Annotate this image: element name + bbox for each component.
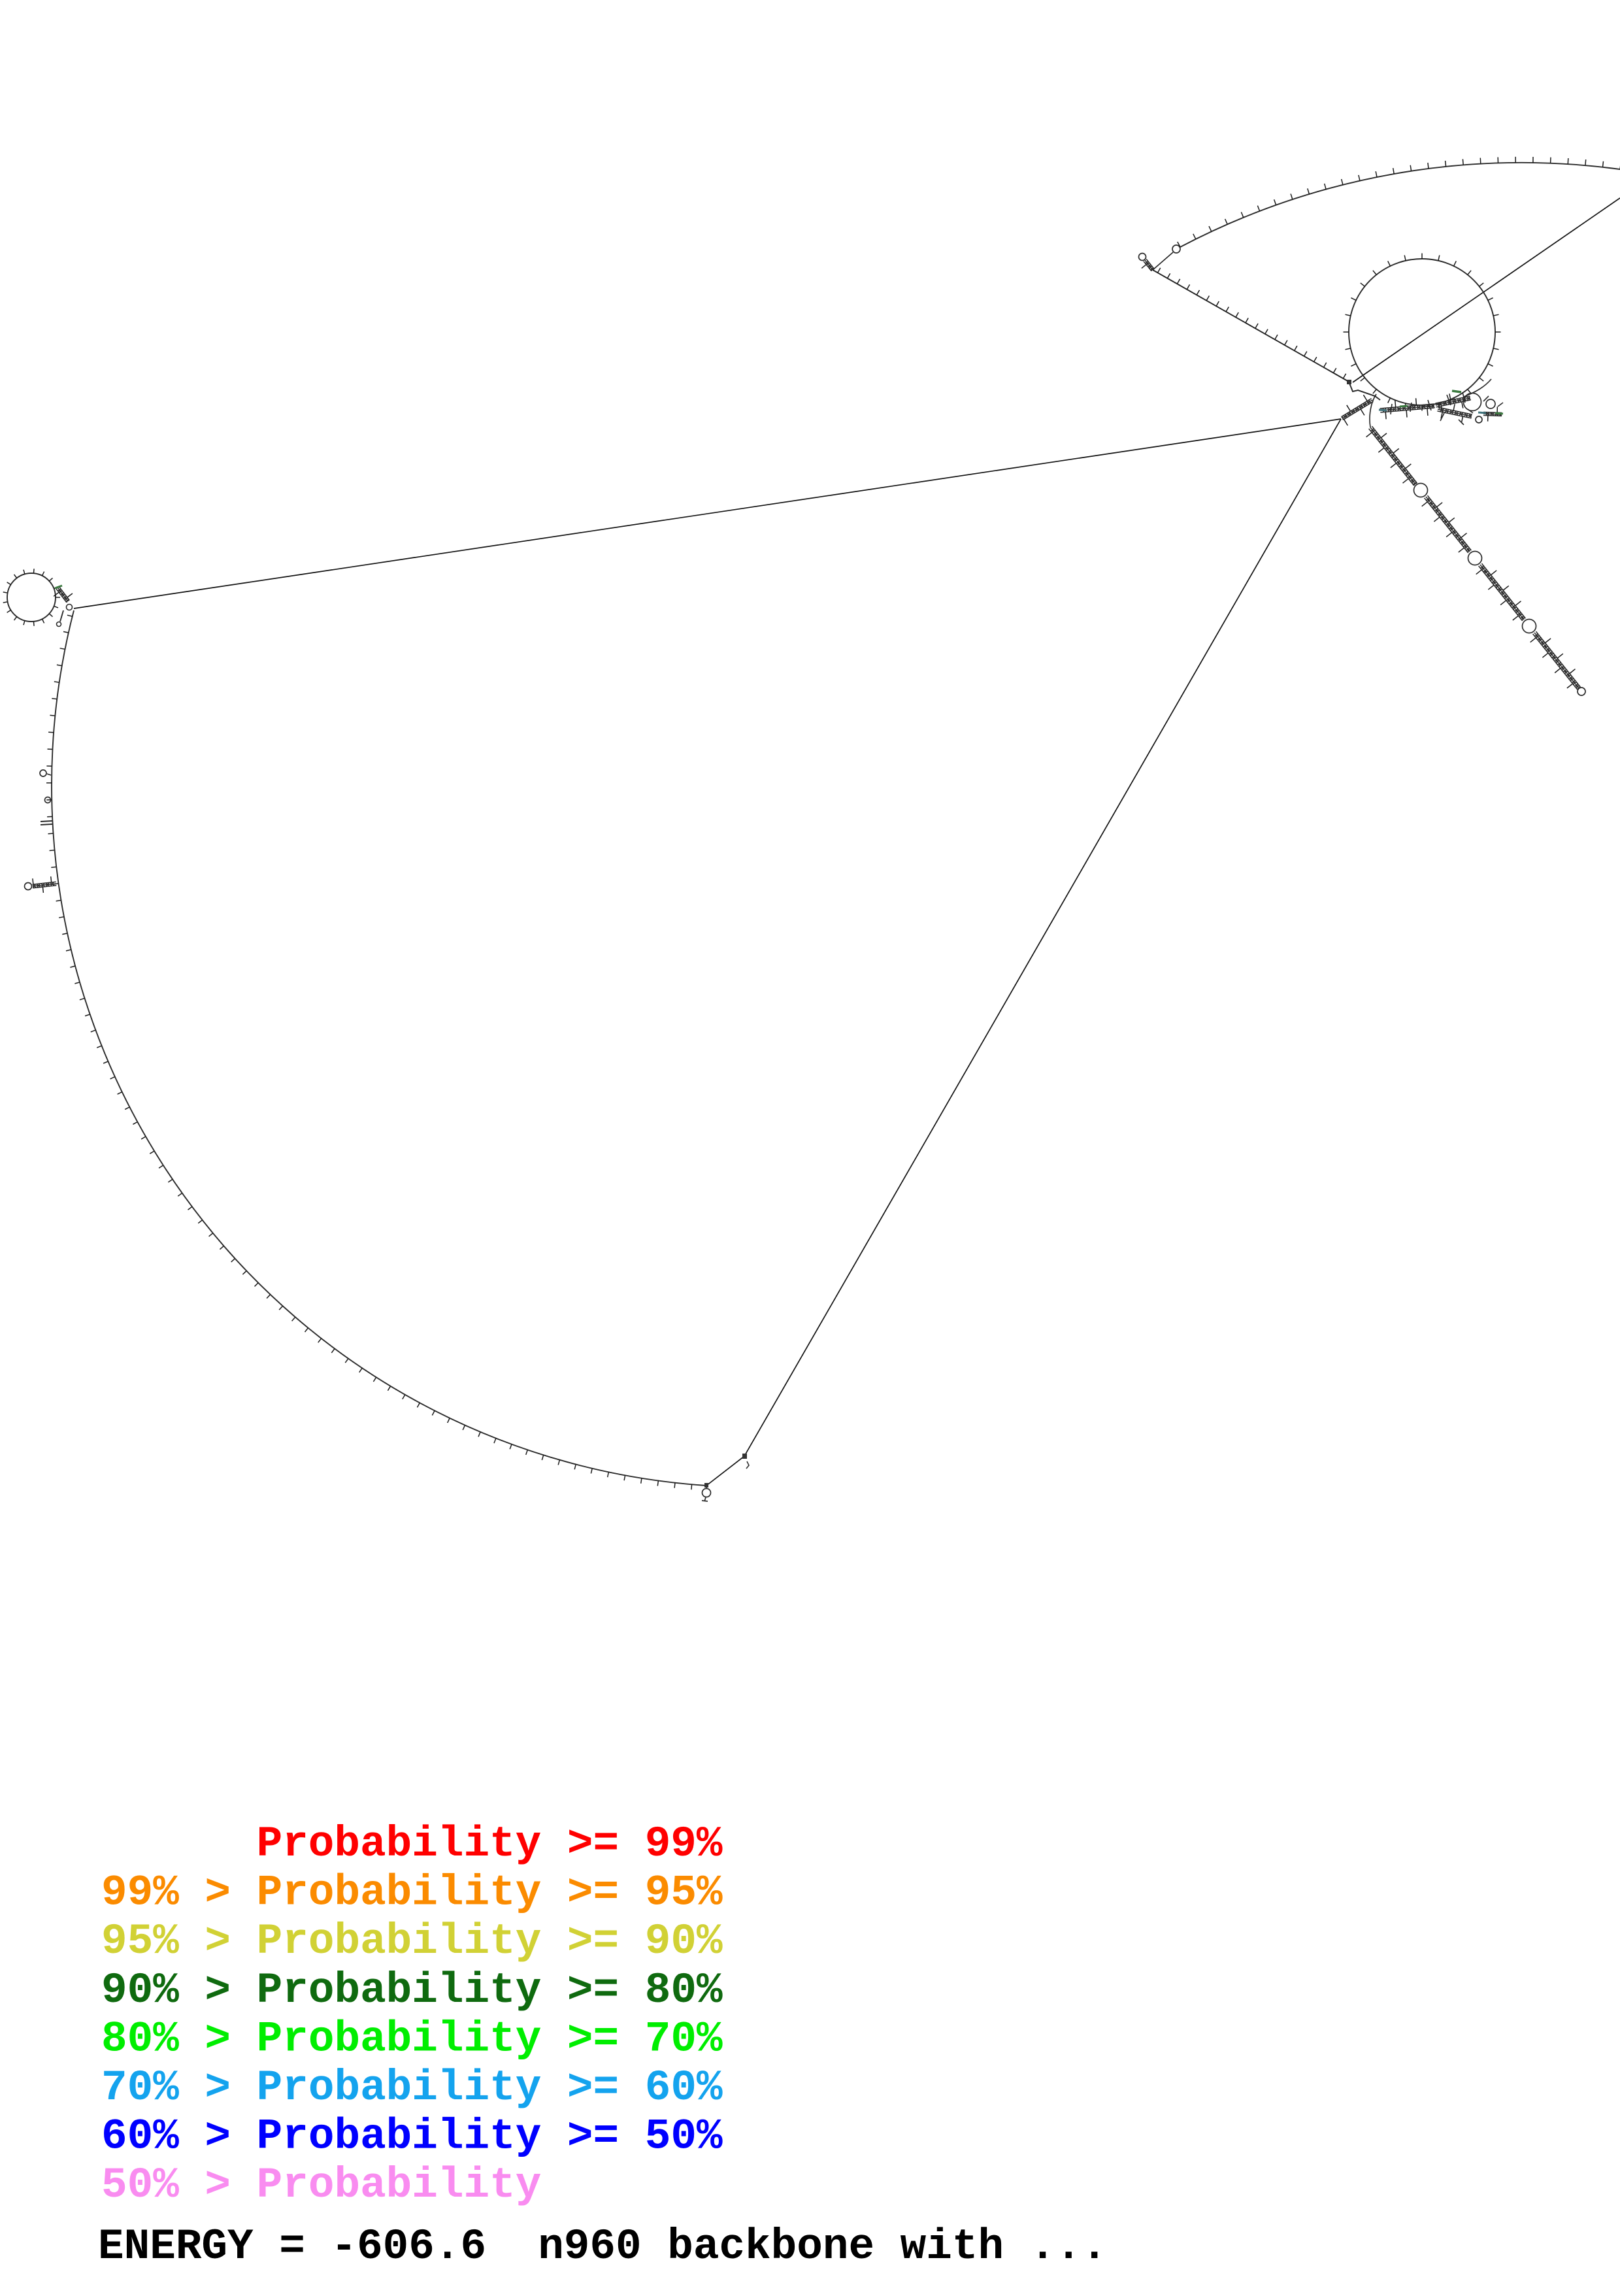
svg-text:95% > Probability >= 90%: 95% > Probability >= 90% [101, 1917, 723, 1966]
svg-text:50% > Probability: 50% > Probability [101, 2161, 541, 2210]
svg-text:99% > Probability >= 95%: 99% > Probability >= 95% [101, 1869, 723, 1918]
svg-text:Probability >= 99%: Probability >= 99% [257, 1820, 723, 1869]
svg-text:n960 backbone with ...: n960 backbone with ... [538, 2222, 1107, 2271]
svg-text:ENERGY = -606.6: ENERGY = -606.6 [98, 2222, 486, 2271]
svg-text:80% > Probability >= 70%: 80% > Probability >= 70% [101, 2014, 723, 2063]
svg-text:60% > Probability >= 50%: 60% > Probability >= 50% [101, 2112, 723, 2161]
svg-text:70% > Probability >= 60%: 70% > Probability >= 60% [101, 2063, 723, 2112]
svg-text:90% > Probability >= 80%: 90% > Probability >= 80% [101, 1966, 723, 2015]
